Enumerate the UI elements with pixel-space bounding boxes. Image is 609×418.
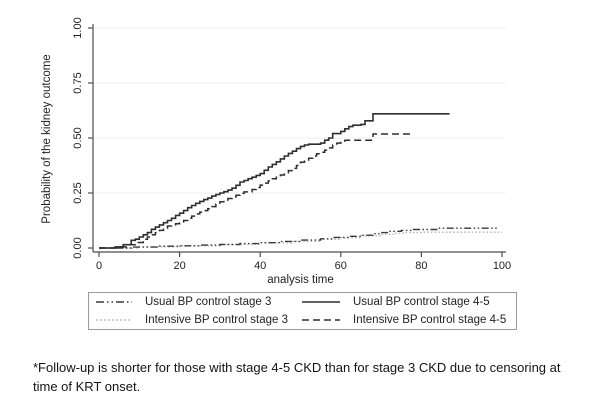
x-tick-label: 80 <box>415 260 427 272</box>
legend-item-usual-stage-4-5: Usual BP control stage 4-5 <box>295 296 516 308</box>
y-tick-label: 0.00 <box>72 237 84 258</box>
y-tick-label: 1.00 <box>72 17 84 38</box>
series-intensive-bp-control-stage-4-5 <box>99 133 414 249</box>
x-tick-label: 40 <box>254 260 266 272</box>
series-usual-bp-control-stage-4-5 <box>99 113 450 249</box>
legend-label: Usual BP control stage 3 <box>145 296 272 308</box>
footnote-line-2: time of KRT onset. <box>33 379 141 394</box>
legend-line-sample-dashed <box>302 319 340 321</box>
legend-label: Usual BP control stage 4-5 <box>353 296 490 308</box>
y-axis-title: Probability of the kidney outcome <box>41 54 53 223</box>
legend-item-usual-stage-3: Usual BP control stage 3 <box>89 296 295 308</box>
x-tick-label: 0 <box>96 260 102 272</box>
chart-legend: Usual BP control stage 3 Usual BP contro… <box>88 292 517 330</box>
x-tick-label: 60 <box>335 260 347 272</box>
y-tick-label: 0.75 <box>72 72 84 93</box>
legend-label: Intensive BP control stage 4-5 <box>353 314 507 326</box>
legend-line-sample-fine-dotted <box>96 319 132 321</box>
figure-footnote: *Follow-up is shorter for those with sta… <box>33 358 598 396</box>
series-usual-bp-control-stage-3 <box>99 227 498 249</box>
x-tick-label: 100 <box>493 260 511 272</box>
km-chart-canvas: 0.00 0.25 0.50 0.75 1.00 0 20 40 60 80 100 analysis… <box>41 17 511 286</box>
x-axis-title: analysis time <box>267 274 333 286</box>
legend-item-intensive-stage-4-5: Intensive BP control stage 4-5 <box>295 314 516 326</box>
legend-item-intensive-stage-3: Intensive BP control stage 3 <box>89 314 295 326</box>
footnote-line-1: *Follow-up is shorter for those with sta… <box>33 360 561 375</box>
legend-label: Intensive BP control stage 3 <box>145 314 288 326</box>
y-tick-label: 0.50 <box>72 127 84 148</box>
legend-line-sample-solid <box>302 301 340 303</box>
x-tick-label: 20 <box>173 260 185 272</box>
legend-line-sample-dash-dot-dot <box>96 301 132 303</box>
y-tick-label: 0.25 <box>72 182 84 203</box>
